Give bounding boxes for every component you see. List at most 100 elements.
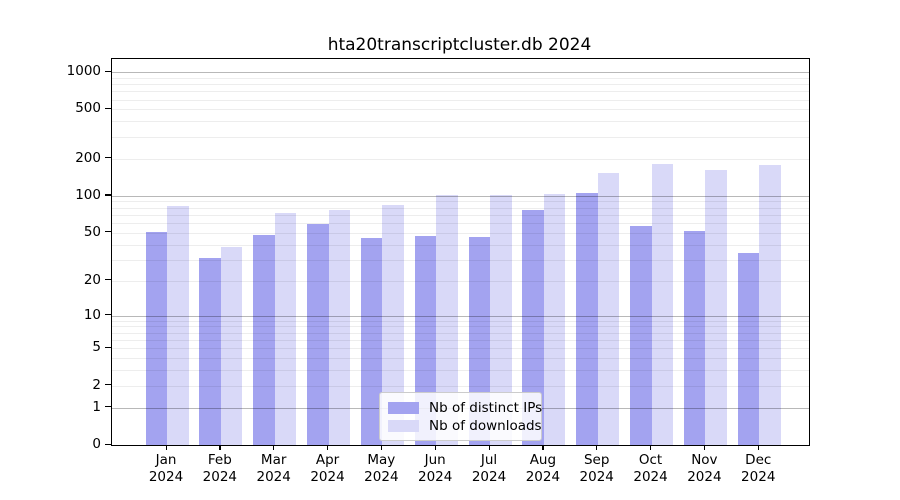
- gridline-minor: [112, 280, 809, 282]
- x-tick-mark: [380, 445, 383, 450]
- bar-distinct-ips: [360, 238, 383, 445]
- gridline-minor: [112, 320, 809, 322]
- legend-item: Nb of distinct IPs: [388, 399, 542, 416]
- x-tick-mark: [596, 445, 598, 450]
- gridline-major: [112, 195, 809, 197]
- legend-swatch: [388, 419, 419, 432]
- x-axis-tick-label: Mar 2024: [256, 452, 291, 485]
- chart-title: hta20transcriptcluster.db 2024: [327, 35, 592, 55]
- gridline-minor: [112, 332, 809, 334]
- x-tick-mark: [219, 445, 221, 450]
- gridline-minor: [112, 385, 809, 387]
- y-tick-mark: [105, 406, 111, 408]
- bar-downloads: [436, 194, 458, 445]
- gridline-minor: [112, 91, 809, 93]
- legend-swatch: [388, 401, 419, 414]
- legend-label: Nb of distinct IPs: [429, 399, 543, 416]
- y-axis-tick-label: 5: [92, 339, 101, 356]
- gridline-minor: [112, 136, 809, 138]
- x-axis-tick-label: Dec 2024: [741, 452, 776, 485]
- y-axis-tick-label: 1: [92, 398, 101, 415]
- gridline-minor: [112, 201, 809, 203]
- bar-distinct-ips: [522, 209, 544, 445]
- bar-downloads: [651, 164, 674, 445]
- x-tick-mark: [165, 445, 167, 450]
- bar-distinct-ips: [630, 225, 652, 445]
- y-tick-mark: [105, 70, 111, 72]
- x-tick-mark: [703, 445, 706, 450]
- x-tick-mark: [488, 445, 490, 450]
- x-axis-tick-label: Aug 2024: [525, 452, 561, 485]
- bar-distinct-ips: [683, 230, 706, 445]
- y-tick-mark: [105, 231, 111, 233]
- y-axis-tick-label: 50: [83, 223, 101, 240]
- legend-label: Nb of downloads: [429, 417, 542, 434]
- y-axis-tick-label: 0: [92, 436, 101, 452]
- bar-downloads: [490, 195, 512, 445]
- bar-distinct-ips: [576, 193, 598, 445]
- y-axis-tick-label: 10: [83, 306, 101, 323]
- gridline-minor: [112, 370, 809, 372]
- y-tick-mark: [105, 314, 111, 316]
- x-axis-tick-label: Nov 2024: [687, 452, 722, 485]
- gridline-minor: [112, 348, 809, 350]
- gridline-minor: [112, 109, 809, 111]
- x-axis-tick-label: Sep 2024: [579, 452, 614, 485]
- gridline-minor: [112, 84, 809, 86]
- bar-downloads: [167, 206, 189, 445]
- legend-item: Nb of downloads: [388, 417, 542, 434]
- gridline-minor: [112, 77, 809, 79]
- gridline-minor: [112, 214, 809, 216]
- y-tick-mark: [105, 194, 111, 196]
- x-tick-mark: [757, 445, 759, 450]
- bar-downloads: [597, 173, 620, 445]
- y-tick-mark: [105, 443, 111, 445]
- x-axis-tick-label: Feb 2024: [202, 452, 237, 485]
- y-tick-mark: [105, 346, 111, 348]
- bar-distinct-ips: [145, 231, 167, 445]
- x-axis-tick-label: May 2024: [364, 452, 399, 485]
- gridline-minor: [112, 244, 809, 246]
- x-tick-mark: [650, 445, 652, 450]
- gridline-minor: [112, 158, 809, 160]
- gridline-major: [112, 315, 809, 317]
- x-axis-tick-label: Oct 2024: [633, 452, 668, 485]
- bar-downloads: [705, 170, 727, 445]
- y-axis-tick-label: 500: [75, 100, 101, 117]
- bar-downloads: [543, 193, 566, 445]
- bar-distinct-ips: [737, 253, 760, 445]
- gridline-minor: [112, 326, 809, 328]
- gridline-minor: [112, 207, 809, 209]
- y-tick-mark: [105, 157, 111, 159]
- bar-downloads: [220, 247, 243, 445]
- y-axis-tick-label: 20: [83, 271, 101, 288]
- bar-downloads: [328, 209, 351, 445]
- x-axis-tick-label: Jan 2024: [148, 452, 184, 485]
- gridline-minor: [112, 99, 809, 101]
- bar-downloads: [274, 212, 297, 445]
- x-axis-tick-label: Jul 2024: [471, 452, 507, 485]
- y-axis-tick-label: 100: [75, 186, 101, 203]
- plot-area: [111, 58, 810, 446]
- x-tick-mark: [273, 445, 275, 450]
- gridline-minor: [112, 232, 809, 234]
- bar-distinct-ips: [307, 223, 329, 445]
- legend: Nb of distinct IPs Nb of downloads: [379, 392, 542, 441]
- bar-distinct-ips: [253, 234, 275, 445]
- y-axis-tick-label: 1000: [66, 63, 101, 80]
- bar-downloads: [759, 164, 781, 445]
- y-axis-tick-label: 200: [75, 149, 101, 166]
- y-tick-mark: [105, 107, 111, 110]
- x-axis-tick-label: Jun 2024: [418, 452, 453, 485]
- y-axis-tick-label: 2: [92, 376, 101, 393]
- x-tick-mark: [327, 445, 329, 450]
- y-tick-mark: [105, 384, 111, 386]
- gridline-minor: [112, 121, 809, 123]
- x-tick-mark: [542, 445, 544, 450]
- gridline-minor: [112, 358, 809, 360]
- x-axis-tick-label: Apr 2024: [310, 452, 345, 485]
- gridline-minor: [112, 223, 809, 225]
- gridline-minor: [112, 339, 809, 341]
- x-tick-mark: [434, 445, 436, 450]
